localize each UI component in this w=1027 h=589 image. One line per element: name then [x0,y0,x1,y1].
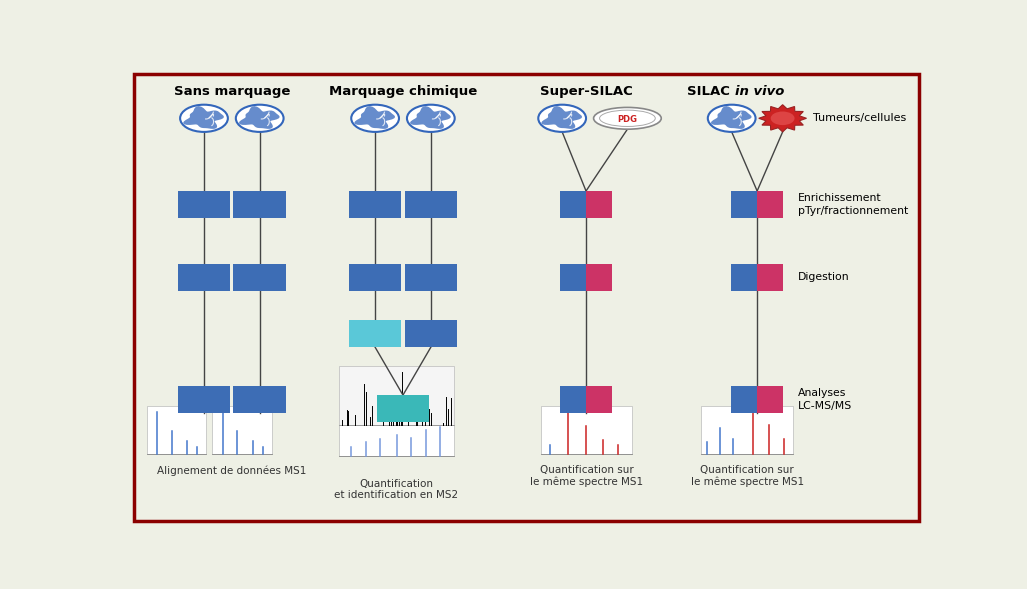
Bar [377,395,429,422]
Bar [586,386,612,413]
Circle shape [236,105,283,132]
Polygon shape [354,106,395,129]
Text: in vivo: in vivo [735,85,785,98]
Polygon shape [711,106,752,129]
Text: Marquage chimique: Marquage chimique [329,85,478,98]
Bar [233,263,286,290]
Circle shape [538,105,586,132]
Polygon shape [759,105,806,132]
Bar [339,366,454,425]
Bar [178,386,230,413]
Bar [757,191,784,218]
Bar [178,263,230,290]
Bar [586,191,612,218]
Bar [757,263,784,290]
Bar [701,406,793,454]
Bar [349,191,402,218]
Bar [586,263,612,290]
Bar [757,386,784,413]
Circle shape [180,105,228,132]
Circle shape [770,111,795,125]
Bar [233,191,286,218]
Bar [178,191,230,218]
Text: Alignement de données MS1: Alignement de données MS1 [157,465,306,476]
Bar [349,320,402,347]
Circle shape [708,105,756,132]
Bar [560,191,586,218]
Text: Tumeurs/cellules: Tumeurs/cellules [813,113,906,123]
Bar [405,263,457,290]
Polygon shape [410,106,451,129]
Bar [405,191,457,218]
Text: Quantification
et identification en MS2: Quantification et identification en MS2 [335,479,459,501]
Polygon shape [239,106,279,129]
Text: Super-SILAC: Super-SILAC [539,85,633,98]
Polygon shape [183,106,224,129]
Bar [212,406,271,454]
Text: Enrichissement
pTyr/fractionnement: Enrichissement pTyr/fractionnement [798,193,908,216]
Text: Quantification sur
le même spectre MS1: Quantification sur le même spectre MS1 [690,465,804,488]
Circle shape [407,105,455,132]
Text: Digestion: Digestion [798,272,849,282]
Bar [731,386,757,413]
Bar [731,191,757,218]
Bar [405,320,457,347]
Bar [339,425,454,456]
Bar [731,263,757,290]
Bar [233,386,286,413]
Circle shape [351,105,398,132]
Bar [560,386,586,413]
Text: Analyses
LC-MS/MS: Analyses LC-MS/MS [798,388,852,411]
Text: Quantification sur
le même spectre MS1: Quantification sur le même spectre MS1 [530,465,643,488]
Ellipse shape [594,107,661,129]
Text: SILAC: SILAC [687,85,735,98]
Polygon shape [541,106,582,129]
Bar [540,406,633,454]
Bar [349,263,402,290]
Text: Sans marquage: Sans marquage [174,85,290,98]
Bar [147,406,206,454]
Text: PDG: PDG [617,115,638,124]
Bar [560,263,586,290]
